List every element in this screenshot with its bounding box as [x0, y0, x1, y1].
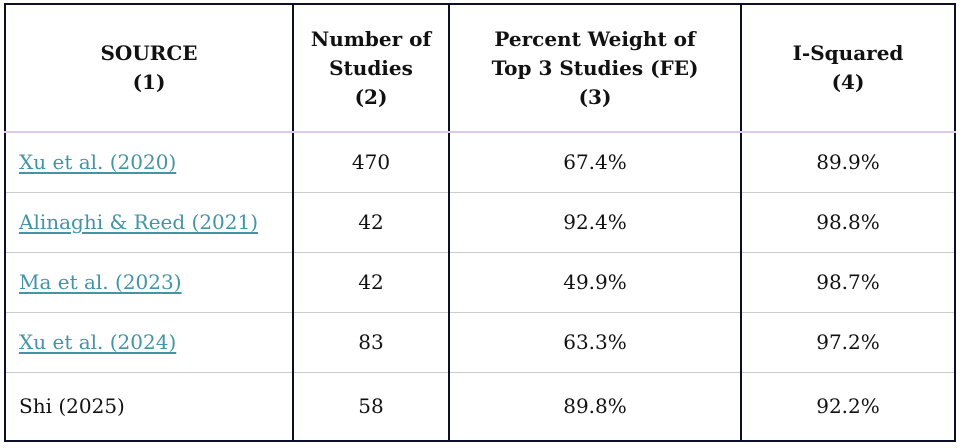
- source-link[interactable]: Alinaghi & Reed (2021): [19, 210, 259, 234]
- source-link[interactable]: Xu et al. (2020): [19, 150, 177, 175]
- i-squared-cell: 98.8%: [740, 191, 955, 252]
- column-header-percent-weight: Percent Weight of Top 3 Studies (FE) (3): [448, 4, 741, 133]
- table-body: Xu et al. (2020) 470 67.4% 89.9% Alinagh…: [5, 132, 955, 441]
- table-row: Shi (2025) 58 89.8% 92.2%: [5, 371, 955, 441]
- table-row: Ma et al. (2023) 42 49.9% 98.7%: [5, 251, 955, 312]
- pct-weight-cell: 67.4%: [448, 132, 741, 192]
- i-squared-cell: 98.7%: [740, 251, 955, 312]
- num-studies-cell: 42: [292, 251, 449, 312]
- pct-weight-cell: 63.3%: [448, 311, 741, 372]
- source-text: Shi (2025): [19, 394, 125, 419]
- column-header-i-squared: I-Squared (4): [740, 4, 955, 133]
- header-line: (2): [354, 84, 388, 109]
- pct-weight-cell: 92.4%: [448, 191, 741, 252]
- header-line: Percent Weight of: [494, 26, 696, 51]
- table-row: Xu et al. (2024) 83 63.3% 97.2%: [5, 311, 955, 372]
- source-cell: Alinaghi & Reed (2021): [5, 191, 293, 252]
- source-cell: Ma et al. (2023): [5, 251, 293, 312]
- source-link[interactable]: Ma et al. (2023): [19, 270, 182, 294]
- i-squared-cell: 92.2%: [740, 371, 955, 441]
- header-line: SOURCE: [100, 41, 198, 65]
- header-line: Studies: [329, 55, 413, 80]
- num-studies-cell: 470: [292, 132, 449, 192]
- pct-weight-cell: 89.8%: [448, 371, 741, 441]
- source-link[interactable]: Xu et al. (2024): [19, 330, 177, 354]
- meta-analysis-table: SOURCE (1) Number of Studies (2) Percent…: [4, 3, 956, 442]
- header-line: Number of: [310, 26, 432, 51]
- header-line: Top 3 Studies (FE): [491, 55, 699, 80]
- source-cell: Xu et al. (2024): [5, 311, 293, 372]
- header-row: SOURCE (1) Number of Studies (2) Percent…: [5, 4, 955, 133]
- column-header-source: SOURCE (1): [5, 4, 293, 133]
- header-line: (1): [132, 70, 166, 94]
- header-line: (3): [578, 84, 612, 109]
- table-header: SOURCE (1) Number of Studies (2) Percent…: [5, 4, 955, 133]
- source-cell: Shi (2025): [5, 371, 293, 441]
- i-squared-cell: 97.2%: [740, 311, 955, 372]
- source-cell: Xu et al. (2020): [5, 132, 293, 192]
- num-studies-cell: 83: [292, 311, 449, 372]
- header-line: I-Squared: [792, 41, 904, 65]
- table-row: Alinaghi & Reed (2021) 42 92.4% 98.8%: [5, 191, 955, 252]
- num-studies-cell: 42: [292, 191, 449, 252]
- i-squared-cell: 89.9%: [740, 132, 955, 192]
- pct-weight-cell: 49.9%: [448, 251, 741, 312]
- table-row: Xu et al. (2020) 470 67.4% 89.9%: [5, 132, 955, 192]
- num-studies-cell: 58: [292, 371, 449, 441]
- header-line: (4): [831, 70, 865, 94]
- column-header-number-of-studies: Number of Studies (2): [292, 4, 449, 133]
